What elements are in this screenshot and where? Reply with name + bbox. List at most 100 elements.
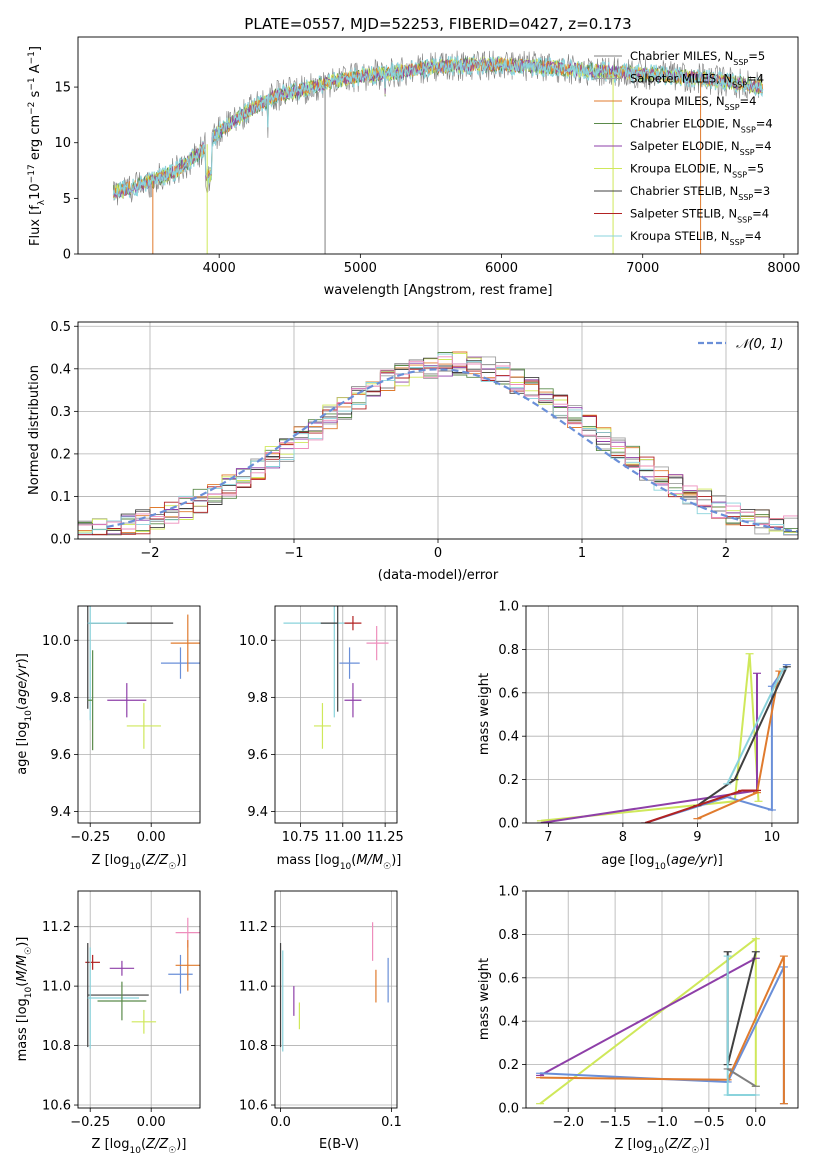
label-part: ( — [15, 705, 30, 710]
label-part: Z/Z — [145, 1137, 169, 1152]
label-part: 10 — [24, 986, 34, 998]
axes-frame — [274, 605, 398, 824]
weight-series — [539, 957, 757, 1077]
ticks-mass_vs_Z: −0.25 0.00 10.6 10.8 11.0 11.2 — [42, 920, 166, 1130]
legend-text: Salpeter ELODIE, N — [630, 139, 740, 153]
legend-sub: SSP — [733, 58, 748, 67]
y-axis-label: age [log10(age/yr)] — [15, 653, 34, 775]
legend-label: Kroupa STELIB, NSSP=4 — [630, 229, 761, 247]
label-part: mass weight — [477, 958, 492, 1040]
label-part: )] — [176, 1137, 186, 1152]
y-axis-label: Flux [fλ10−17 erg cm−2 s−1 A−1] — [27, 46, 47, 246]
axes-frame — [77, 321, 799, 540]
legend-tail: =4 — [755, 139, 772, 153]
x-tick-label: −2 — [140, 546, 159, 561]
legend-tail: =4 — [740, 94, 757, 108]
plot-area-spectrum — [112, 50, 764, 254]
legend-text: Salpeter STELIB, N — [630, 207, 737, 221]
label-part: wavelength [Angstrom, rest frame] — [324, 283, 553, 298]
panel-massweight_vs_Z: −2.0 −1.5 −1.0 −0.5 0.0 0.0 0.2 0.4 0.6 0.8 1.0 Z [… — [477, 885, 799, 1156]
label-part: )] — [391, 853, 401, 868]
x-tick-label: −0.25 — [70, 830, 110, 845]
x-tick-label: 11.00 — [324, 830, 361, 845]
y-tick-label: 10.8 — [42, 1039, 71, 1054]
legend-label: Salpeter STELIB, NSSP=4 — [630, 207, 769, 225]
legend-sub: SSP — [740, 148, 755, 157]
y-tick-label: 0.2 — [498, 773, 519, 788]
panel-spectrum: 4000 5000 6000 7000 8000 0 5 10 15 wavelength [An… — [27, 36, 800, 298]
y-tick-label: 0.1 — [50, 490, 71, 505]
label-part: age/yr — [671, 853, 714, 868]
y-tick-label: 0.5 — [50, 320, 71, 335]
plot-area-residuals — [78, 351, 798, 536]
x-axis-label: age [log10(age/yr)] — [601, 853, 723, 872]
y-tick-label: 10.6 — [42, 1099, 71, 1114]
legend-sub: SSP — [741, 125, 756, 134]
grid-mass_vs_Z — [78, 891, 200, 1108]
x-axis-label: Z [log10(Z/Z☉)] — [92, 853, 187, 872]
x-tick-label: 7 — [544, 830, 552, 845]
legend-tail: =5 — [747, 162, 764, 176]
axes-frame — [274, 890, 398, 1109]
weight-series — [727, 1068, 757, 1088]
label-part: (data-model)/error — [378, 568, 499, 583]
legend-sub: SSP — [725, 103, 740, 112]
label-part: Z [log — [92, 853, 130, 868]
plot-area-massweight_vs_Z — [536, 936, 788, 1105]
x-axis-label: E(B-V) — [319, 1137, 359, 1152]
x-axis-label: (data-model)/error — [378, 568, 499, 583]
panel-mass_vs_ebv: 0.0 0.1 10.6 10.8 11.0 11.2 E(B-V) — [239, 890, 402, 1152]
y-tick-label: 11.2 — [42, 920, 71, 935]
axes-frame — [77, 890, 201, 1109]
label-part: age [log — [601, 853, 654, 868]
legend-text: Salpeter MILES, N — [630, 72, 732, 86]
y-tick-label: 0.6 — [498, 686, 519, 701]
label-part: )] — [15, 937, 30, 947]
x-tick-label: 10 — [764, 830, 781, 845]
label-part: )] — [15, 653, 30, 663]
label-part: s — [28, 90, 43, 101]
y-tick-label: 1.0 — [498, 885, 519, 900]
weight-series — [540, 673, 758, 823]
y-tick-label: 0.4 — [498, 730, 519, 745]
label-part: age [log — [15, 722, 30, 775]
label-part: Z [log — [615, 1137, 653, 1152]
legend-tail: =5 — [748, 49, 765, 63]
x-tick-label: 6000 — [485, 261, 518, 276]
weight-series — [540, 955, 785, 1104]
x-axis-label: wavelength [Angstrom, rest frame] — [324, 283, 553, 298]
y-tick-label: 10.6 — [239, 1099, 268, 1114]
panel-residuals: −2 −1 0 1 2 0.0 0.1 0.2 0.3 0.4 0.5 𝒩(0, 1) (data-mo… — [27, 320, 799, 583]
legend-label: Chabrier ELODIE, NSSP=4 — [630, 117, 773, 135]
ticks-massweight_vs_Z: −2.0 −1.5 −1.0 −0.5 0.0 0.0 0.2 0.4 0.6 0.8 1.0 — [498, 885, 766, 1131]
label-part: 10 — [652, 1146, 664, 1156]
panel-age_vs_Z: −0.25 0.009.49.69.810.0Z [log10(Z/Z☉)]age… — [15, 605, 201, 872]
legend-label: Salpeter ELODIE, NSSP=4 — [630, 139, 772, 157]
y-tick-label: 0.2 — [50, 447, 71, 462]
ticks-age_vs_Z: −0.25 0.00 9.4 9.6 9.8 10.0 — [42, 634, 166, 845]
y-tick-label: 11.2 — [239, 920, 268, 935]
x-tick-label: −0.25 — [70, 1115, 110, 1130]
legend-text: Kroupa MILES, N — [630, 94, 725, 108]
panel-age_vs_mass: 10.75 11.00 11.25 9.4 9.6 9.8 10.0 mass [log10(… — [239, 605, 404, 872]
ticks-spectrum: 4000 5000 6000 7000 8000 0 5 10 15 — [54, 81, 800, 276]
label-part: Normed distribution — [27, 365, 42, 495]
y-tick-label: 15 — [54, 81, 71, 96]
label-part: ( — [15, 982, 30, 987]
legend-text: Chabrier ELODIE, N — [630, 117, 741, 131]
y-tick-label: 10.0 — [239, 634, 268, 649]
y-tick-label: 9.4 — [50, 805, 71, 820]
label-part: A — [28, 64, 43, 77]
label-part: Flux [f — [28, 205, 43, 246]
label-part: ( — [141, 1137, 146, 1152]
legend-label: Chabrier STELIB, NSSP=3 — [630, 184, 770, 202]
y-tick-label: 0 — [63, 248, 71, 263]
label-part: ☉ — [24, 947, 34, 955]
label-part: 10 — [654, 862, 666, 872]
x-tick-label: 0.00 — [137, 830, 166, 845]
y-tick-label: 0.6 — [498, 971, 519, 986]
legend-sub: SSP — [737, 215, 752, 224]
x-tick-label: 8 — [619, 830, 627, 845]
